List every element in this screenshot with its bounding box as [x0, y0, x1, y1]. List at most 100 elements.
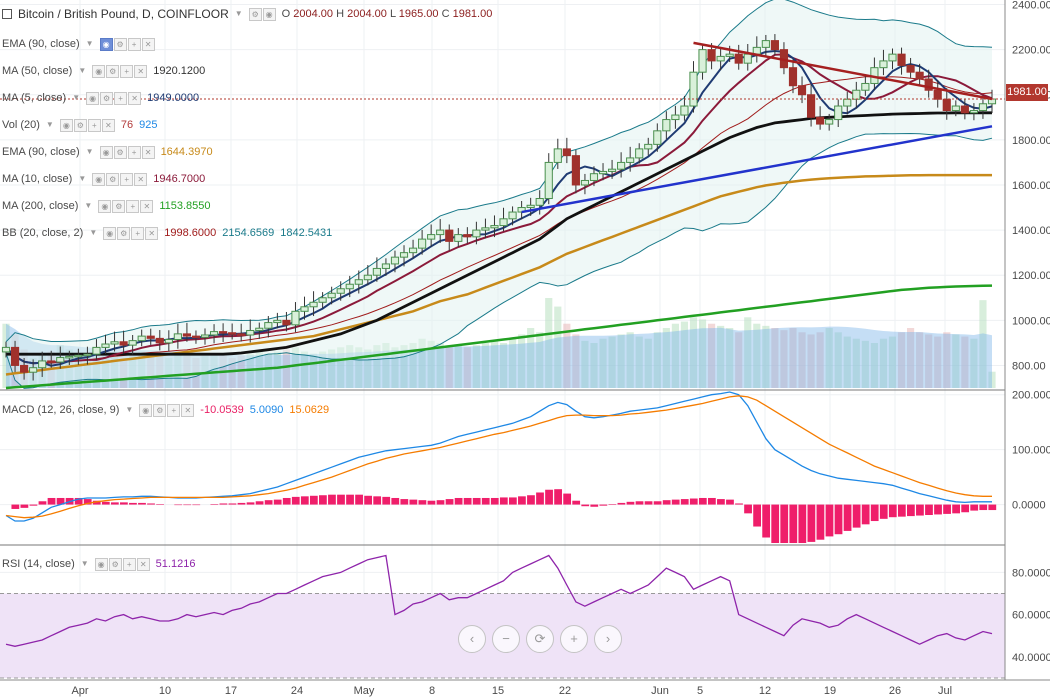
zoom-in-button[interactable]: + — [560, 625, 588, 653]
zoom-out-button[interactable]: − — [492, 625, 520, 653]
macd-histogram-bar — [536, 492, 544, 505]
volume-bar — [626, 332, 634, 388]
macd-histogram-bar — [735, 503, 743, 505]
chevron-down-icon[interactable]: ▼ — [78, 174, 87, 183]
rsi-axis-tick: 60.0000 — [1012, 610, 1050, 622]
macd-histogram-bar — [92, 500, 101, 505]
candle-body — [173, 333, 182, 341]
macd-histogram-bar — [472, 497, 481, 505]
chevron-down-icon[interactable]: ▼ — [125, 405, 134, 414]
macd-histogram-bar — [608, 504, 617, 505]
volume-bar — [554, 306, 562, 388]
volume-bar — [563, 323, 571, 388]
macd-histogram-bar — [355, 494, 363, 505]
macd-controls[interactable]: ◉ ⚙ + ✕ — [139, 403, 195, 417]
candle-body — [128, 340, 137, 346]
candle-body — [788, 67, 798, 87]
volume-bar — [843, 336, 851, 388]
reset-button[interactable]: ⟳ — [526, 625, 554, 653]
indicator-legend-row: MA (50, close) ▼ ◉ ⚙ + ✕ 1920.1200 — [2, 64, 206, 78]
candle-body — [282, 319, 291, 326]
chevron-down-icon[interactable]: ▼ — [78, 66, 87, 75]
price-candles — [1, 34, 997, 381]
collapse-icon[interactable] — [2, 9, 12, 19]
indicator-controls[interactable]: ◉ ⚙ + ✕ — [92, 64, 148, 78]
volume-bar — [527, 328, 535, 388]
indicator-legend-row: EMA (90, close) ▼ ◉ ⚙ + ✕ 1644.3970 — [2, 145, 213, 159]
candle-body — [354, 279, 363, 285]
macd-histogram-bar — [481, 497, 490, 505]
candle-body — [83, 353, 92, 357]
candle-body — [635, 148, 644, 159]
volume-ma-area — [6, 323, 992, 388]
volume-bar — [346, 345, 354, 388]
macd-histogram-bar — [409, 499, 418, 505]
macd-histogram-bar — [861, 504, 870, 525]
indicator-controls[interactable]: ◉ ⚙ + ✕ — [99, 145, 155, 159]
candle-body — [906, 64, 915, 73]
scroll-right-button[interactable]: › — [594, 625, 622, 653]
ma50-line — [6, 111, 992, 356]
price-axis-tick: 1800.00 — [1012, 135, 1050, 147]
indicator-controls[interactable]: ◉ ⚙ + ✕ — [98, 199, 154, 213]
volume-bar — [653, 332, 661, 388]
price-axis-bg — [1006, 0, 1050, 680]
macd-histogram-bar — [717, 499, 725, 505]
macd-histogram-bar — [300, 496, 309, 505]
indicator-controls[interactable]: ◉ ⚙ + ✕ — [59, 118, 115, 132]
volume-bar — [825, 328, 833, 388]
candle-body — [454, 234, 463, 242]
volume-bar — [680, 321, 689, 388]
chevron-down-icon[interactable]: ▼ — [80, 559, 89, 568]
volume-bar — [753, 323, 761, 388]
indicator-controls[interactable]: ◉ ⚙ + ✕ — [99, 37, 155, 51]
indicator-controls[interactable]: ◉ ⚙ + ✕ — [86, 91, 142, 105]
macd-histogram-bar — [337, 494, 345, 505]
chevron-down-icon[interactable]: ▼ — [234, 9, 243, 18]
chevron-down-icon[interactable]: ▼ — [72, 93, 81, 102]
rsi-controls[interactable]: ◉ ⚙ + ✕ — [94, 557, 150, 571]
volume-bar — [717, 325, 725, 388]
candle-body — [418, 238, 427, 249]
chevron-down-icon[interactable]: ▼ — [84, 201, 93, 210]
volume-bar — [608, 336, 616, 388]
volume-bar — [771, 328, 779, 388]
volume-bar — [735, 332, 743, 388]
candle-body — [526, 204, 535, 209]
macd-histogram-bar — [174, 504, 183, 506]
macd-histogram-bar — [291, 496, 300, 505]
indicator-value: 2154.6569 — [222, 227, 275, 239]
candle-body — [427, 234, 436, 240]
time-axis-tick: 17 — [225, 685, 237, 697]
macd-histogram-bar — [907, 504, 915, 517]
candle-body — [182, 333, 192, 337]
chevron-down-icon[interactable]: ▼ — [85, 39, 94, 48]
indicator-value: 1998.6000 — [164, 227, 217, 239]
macd-histogram-bar — [282, 497, 291, 505]
macd-pane — [5, 391, 997, 543]
macd-signal-line — [5, 395, 992, 519]
chevron-down-icon[interactable]: ▼ — [85, 147, 94, 156]
symbol-controls[interactable]: ⚙ ◉ — [248, 7, 276, 21]
macd-histogram-bar — [744, 504, 752, 514]
candle-body — [209, 331, 219, 336]
macd-histogram-bar — [20, 504, 29, 508]
chevron-down-icon[interactable]: ▼ — [89, 228, 98, 237]
candle-body — [436, 229, 445, 236]
candle-body — [553, 148, 562, 163]
volume-bar — [445, 347, 453, 388]
price-axis-tick: 800.00 — [1012, 360, 1046, 372]
indicator-controls[interactable]: ◉ ⚙ + ✕ — [103, 226, 159, 240]
trendline-support — [521, 125, 993, 214]
macd-histogram-bar — [970, 504, 979, 511]
volume-bar — [581, 340, 589, 388]
chevron-down-icon[interactable]: ▼ — [45, 120, 54, 129]
candle-body — [915, 71, 924, 80]
candle-body — [119, 341, 128, 346]
indicator-controls[interactable]: ◉ ⚙ + ✕ — [92, 172, 148, 186]
trendlines — [521, 41, 993, 214]
volume-bar — [861, 340, 869, 388]
scroll-left-button[interactable]: ‹ — [458, 625, 486, 653]
macd-histogram-bar — [879, 504, 888, 519]
macd-histogram-bar — [626, 501, 635, 505]
